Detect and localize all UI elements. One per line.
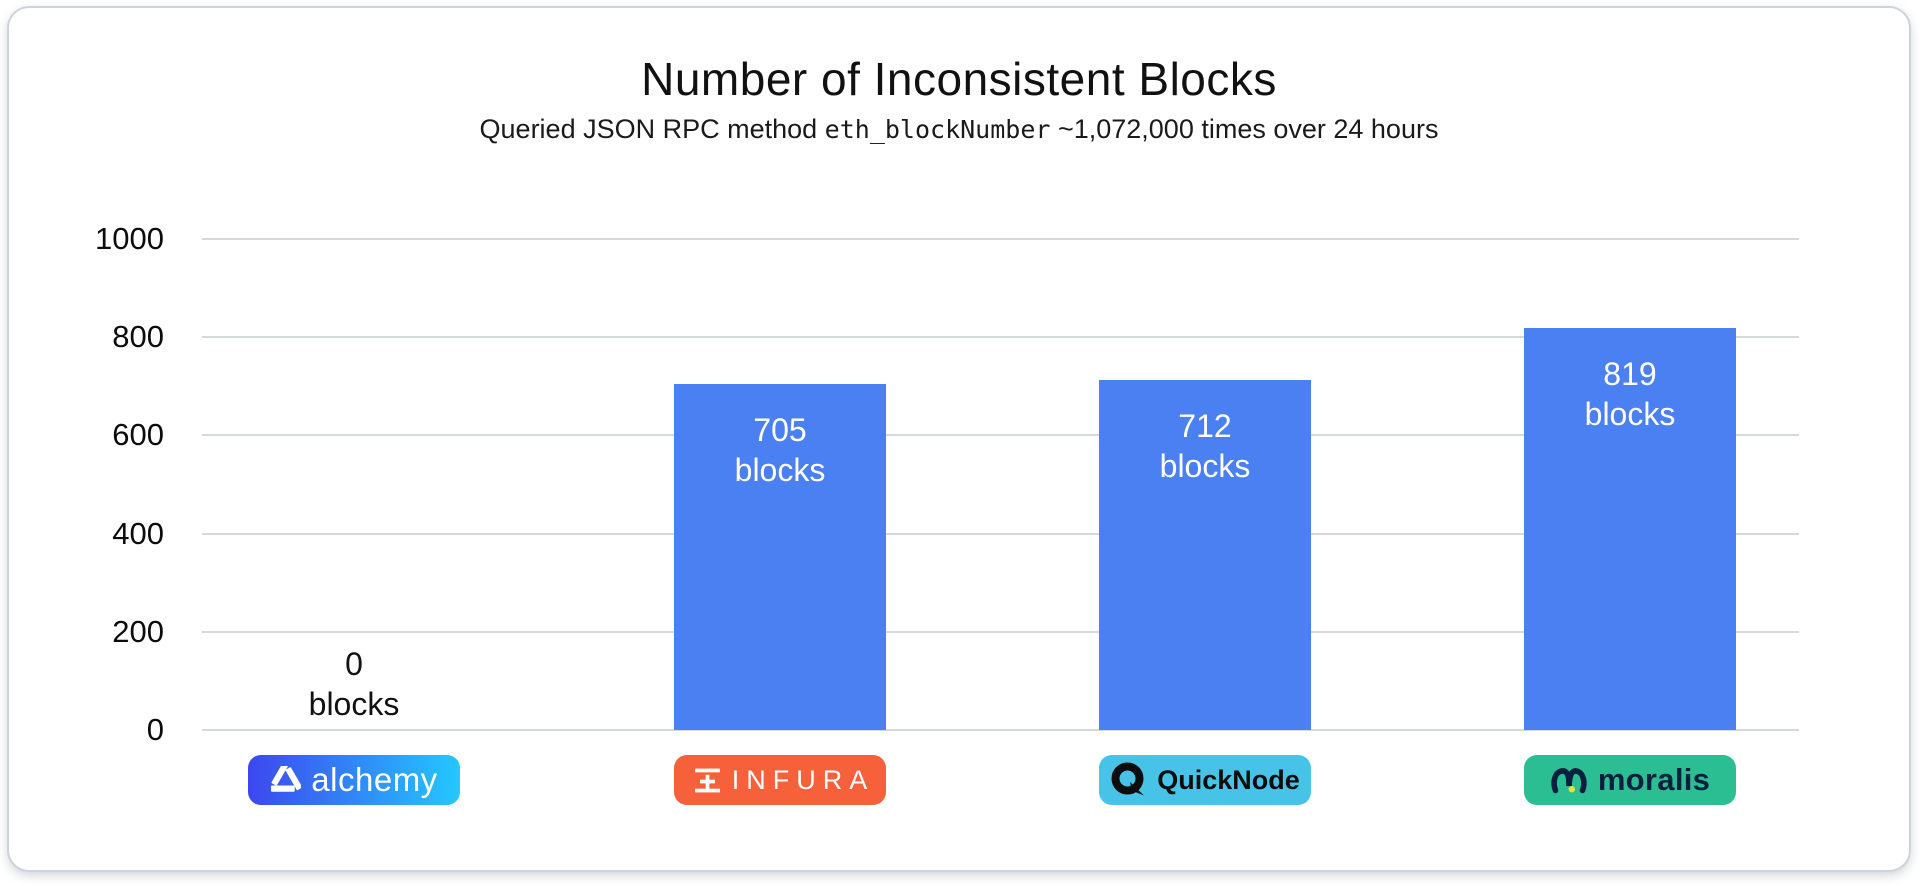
badge-label-quicknode: QuickNode — [1157, 764, 1300, 795]
bar-column-quicknode: 712 blocks — [1099, 239, 1311, 730]
badge-label-alchemy: alchemy — [311, 761, 438, 798]
x-label-badge-infura: INFURA — [674, 755, 886, 805]
y-axis-tick-label: 0 — [146, 712, 164, 747]
gridline-400 — [202, 532, 1799, 535]
gridline-600 — [202, 434, 1799, 437]
subtitle-code-method: eth_blockNumber — [824, 115, 1051, 144]
y-axis-tick-label: 800 — [112, 319, 164, 355]
bar-column-alchemy: 0 blocks — [248, 239, 460, 730]
badge-label-moralis: moralis — [1597, 762, 1711, 797]
bar-value-label-quicknode: 712 blocks — [1159, 408, 1251, 484]
y-axis-tick-label: 600 — [112, 417, 164, 453]
quicknode-q-icon — [1110, 762, 1147, 799]
infura-icon — [693, 766, 722, 795]
subtitle-suffix: ~1,072,000 times over 24 hours — [1050, 114, 1439, 144]
x-label-badge-alchemy: alchemy — [248, 755, 460, 805]
gridline-200 — [202, 630, 1799, 633]
bar-moralis — [1524, 328, 1736, 730]
moralis-m-icon — [1550, 765, 1588, 796]
bar-column-moralis: 819 blocks — [1524, 239, 1736, 730]
bar-chart: Number of Inconsistent Blocks Queried JS… — [9, 8, 1909, 870]
gridline-1000 — [202, 238, 1799, 240]
x-label-badge-moralis: moralis — [1524, 755, 1736, 805]
bar-infura — [674, 384, 886, 730]
bar-value-label-alchemy: 0 blocks — [308, 646, 400, 722]
bar-quicknode — [1099, 380, 1311, 730]
y-axis-tick-label: 1000 — [95, 221, 164, 256]
badge-label-infura: INFURA — [731, 764, 875, 795]
bar-value-label-moralis: 819 blocks — [1584, 356, 1676, 432]
y-axis-tick-label: 200 — [112, 613, 164, 649]
x-label-badge-quicknode: QuickNode — [1099, 755, 1311, 805]
chart-subtitle: Queried JSON RPC method eth_blockNumber … — [9, 114, 1909, 145]
bar-column-infura: 705 blocks — [674, 239, 886, 730]
alchemy-triangle-icon — [270, 765, 302, 795]
bar-value-label-infura: 705 blocks — [734, 412, 826, 488]
chart-card: Number of Inconsistent Blocks Queried JS… — [7, 6, 1911, 872]
gridline-0 — [202, 729, 1799, 731]
subtitle-prefix: Queried JSON RPC method — [479, 114, 825, 144]
chart-title: Number of Inconsistent Blocks — [641, 53, 1277, 105]
gridline-800 — [202, 336, 1799, 339]
y-axis-tick-label: 400 — [112, 515, 164, 551]
